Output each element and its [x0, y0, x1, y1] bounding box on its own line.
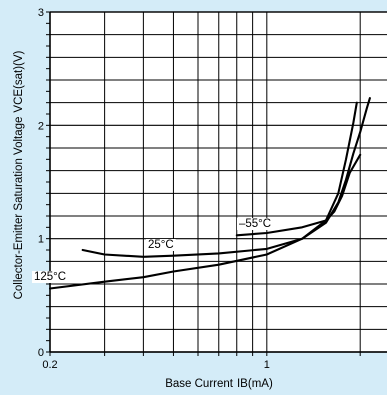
curve-labels: 125°C 25°C –55°C [32, 218, 274, 283]
y-tick-label: 1 [38, 234, 44, 246]
tick-labels: 0 1 2 3 0.2 1 [38, 7, 270, 371]
curves [48, 97, 371, 290]
x-tick-label: 0.2 [42, 359, 57, 371]
curve-label-background [237, 218, 274, 230]
curve-label-background [32, 271, 69, 283]
curve-label-background [146, 239, 176, 251]
y-tick-label: 3 [38, 7, 44, 19]
series-line-0 [48, 101, 358, 290]
curve-label-125c: 125°C [34, 271, 66, 283]
y-axis-title: Collector-Emitter Saturation VoltageVCE(… [13, 50, 25, 299]
y-tick-label: 0 [38, 347, 44, 359]
y-tick-label: 2 [38, 120, 44, 132]
x-axis-title: Base Current IB(mA) [165, 378, 273, 390]
x-tick-label: 1 [264, 359, 270, 371]
series-line-2 [235, 153, 362, 237]
curve-label-minus55c: –55°C [239, 218, 271, 230]
series-line-1 [81, 97, 371, 258]
grid [46, 11, 387, 356]
curve-label-25c: 25°C [148, 239, 174, 251]
